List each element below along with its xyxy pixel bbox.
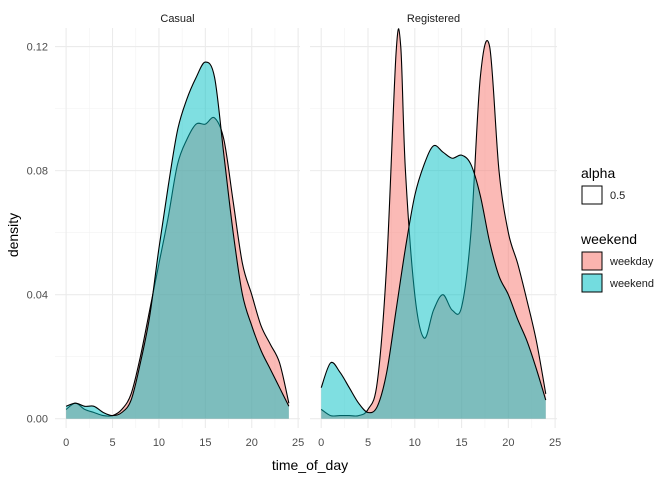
density-area-weekend <box>66 62 289 419</box>
facet-title: Casual <box>160 13 194 25</box>
facet-panels: Casual Registered <box>55 13 557 428</box>
density-area-weekend <box>321 145 546 419</box>
x-tick-label: 5 <box>365 437 371 449</box>
legend-label: weekend <box>609 278 654 290</box>
legend-label: weekday <box>609 256 654 268</box>
x-tick-label: 5 <box>109 437 115 449</box>
x-tick-label: 15 <box>455 437 467 449</box>
x-tick-label: 0 <box>318 437 324 449</box>
x-axis-label: time_of_day <box>272 457 348 473</box>
legend-label: 0.5 <box>610 190 625 202</box>
x-tick-label: 25 <box>549 437 561 449</box>
y-tick-label: 0.04 <box>27 290 48 302</box>
legend-key <box>581 185 603 205</box>
x-tick-label: 0 <box>63 437 69 449</box>
legend-title: weekend <box>580 231 637 247</box>
legend-title: alpha <box>581 165 615 181</box>
legend-key <box>581 273 603 293</box>
x-tick-label: 20 <box>502 437 514 449</box>
density-line-weekend <box>65 61 290 417</box>
x-tick-label: 10 <box>153 437 165 449</box>
x-tick-label: 10 <box>409 437 421 449</box>
x-tick-label: 15 <box>199 437 211 449</box>
facet-panel-0: Casual <box>55 13 300 428</box>
x-tick-label: 25 <box>292 437 304 449</box>
axes: 0 5 10 15 20 25 0 5 10 15 20 25 0.00 0.04 0.08 0.12 <box>27 42 562 449</box>
y-tick-label: 0.00 <box>27 414 48 426</box>
legend-key <box>581 251 603 271</box>
y-tick-label: 0.12 <box>27 42 48 54</box>
legend: alpha 0.5 weekend weekday weekend <box>580 165 654 293</box>
facet-title: Registered <box>407 13 460 25</box>
facet-panel-1: Registered <box>310 13 557 428</box>
x-tick-label: 20 <box>246 437 258 449</box>
density-line-weekend <box>320 144 547 414</box>
y-tick-label: 0.08 <box>27 166 48 178</box>
y-axis-label: density <box>5 213 21 257</box>
